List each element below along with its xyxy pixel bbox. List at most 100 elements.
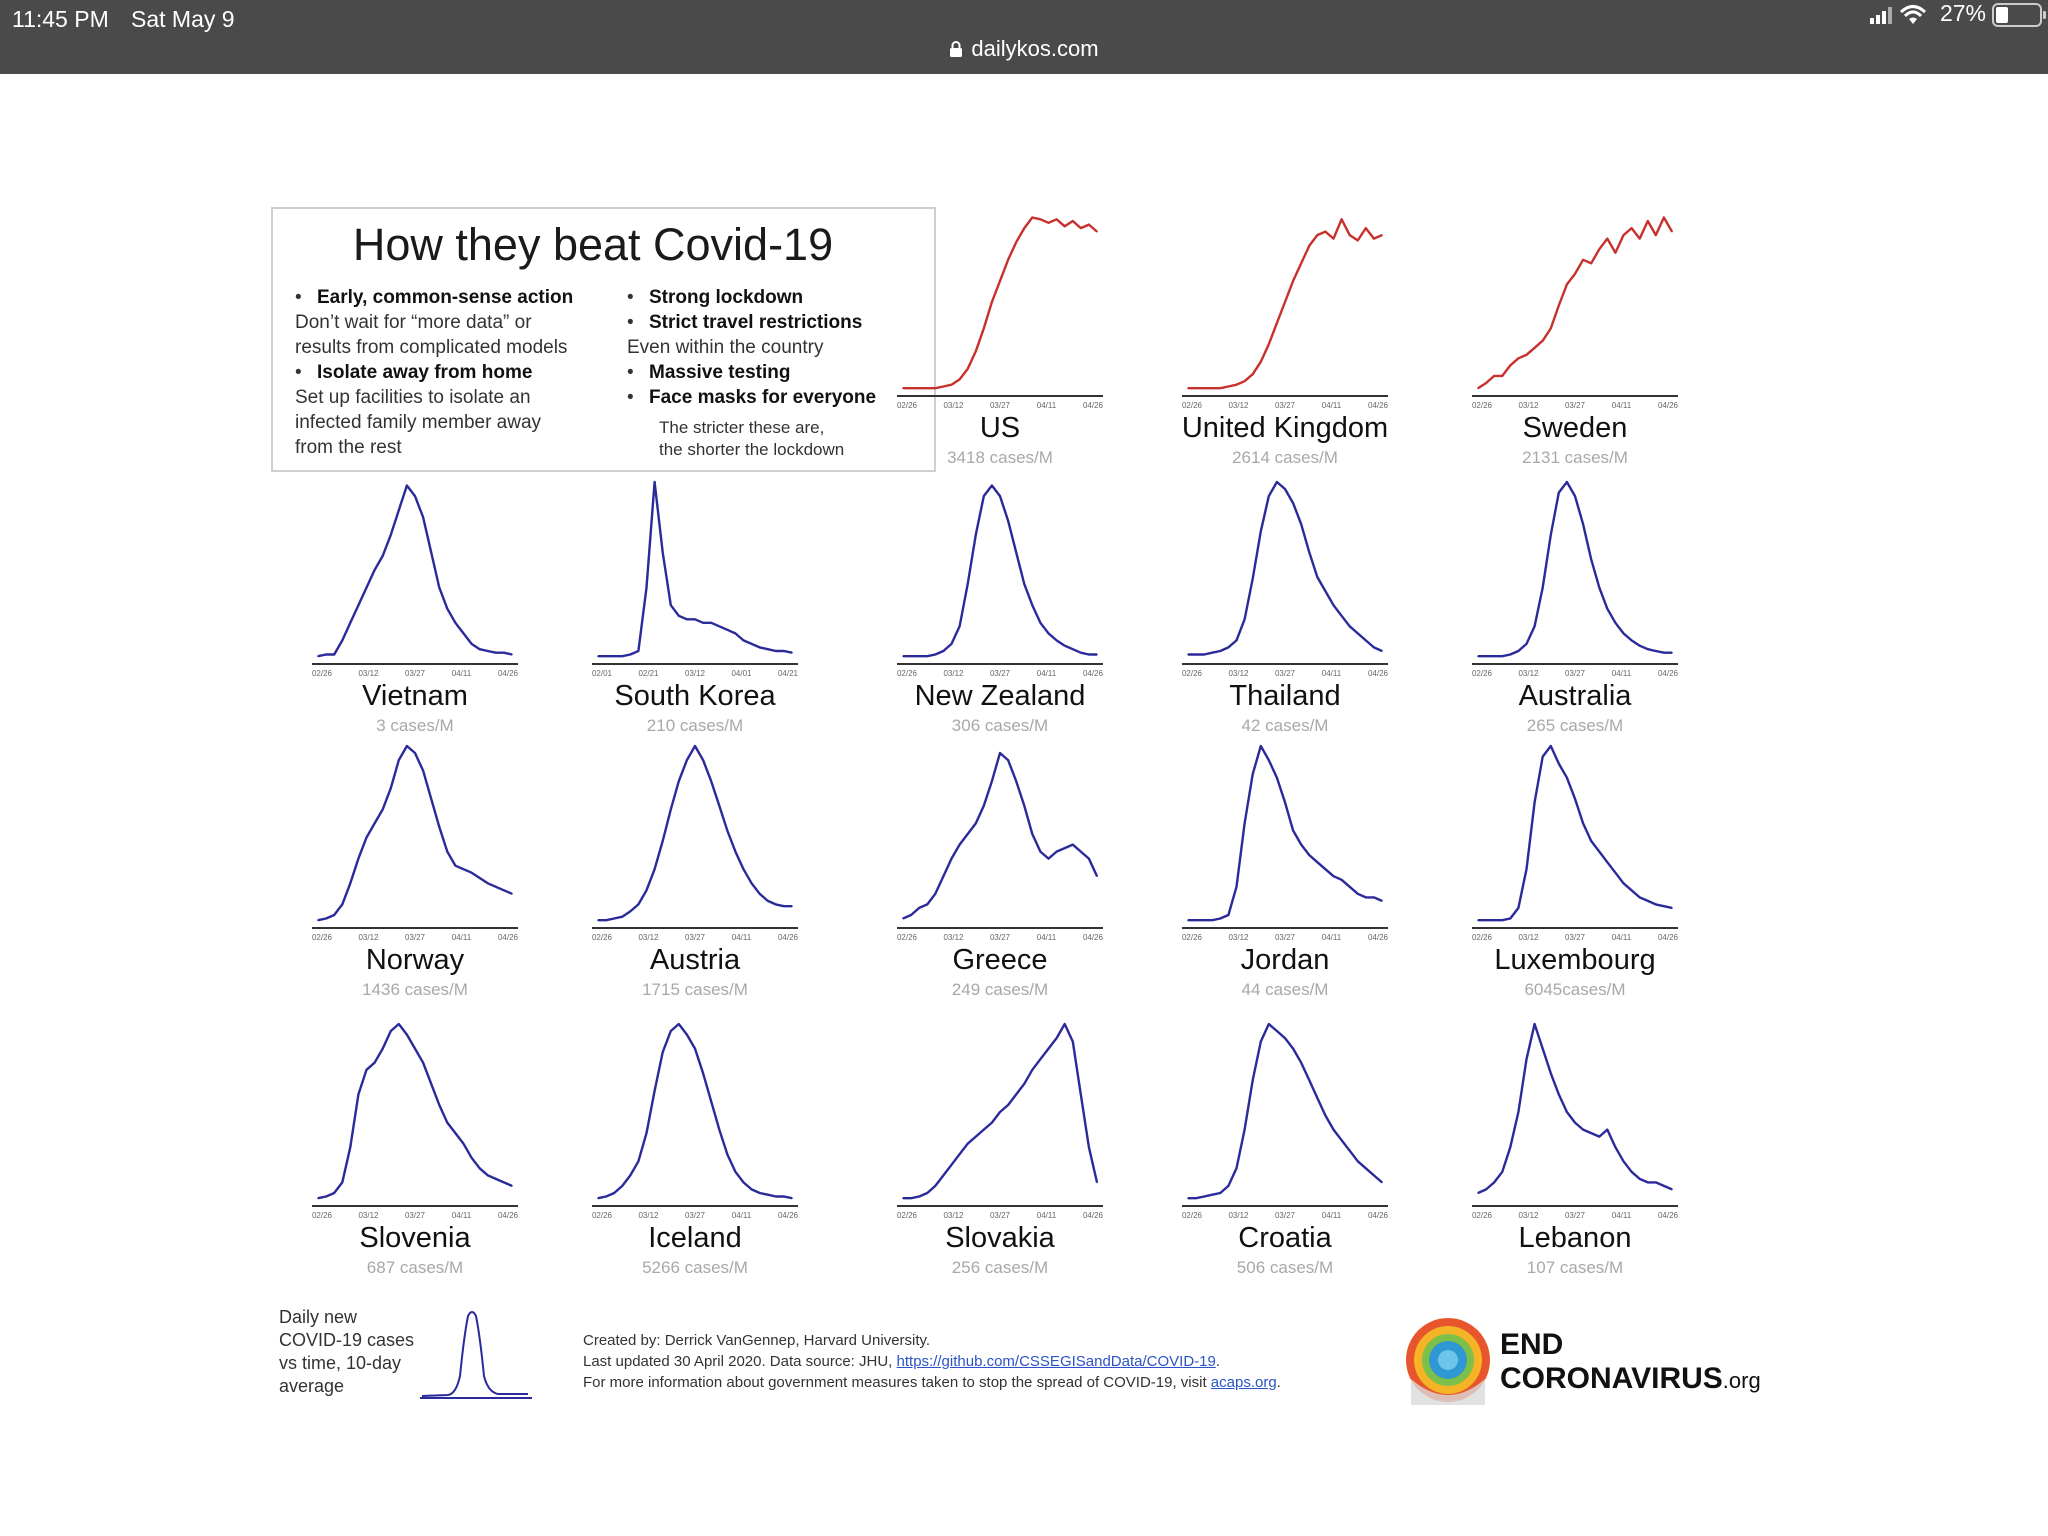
status-date: Sat May 9 <box>131 6 235 32</box>
x-tick-label: 04/11 <box>1322 933 1342 942</box>
data-point <box>1260 1040 1262 1043</box>
data-point <box>1023 1083 1026 1085</box>
data-point <box>1517 1111 1520 1113</box>
tip-masks: Face masks for everyone <box>649 387 877 408</box>
data-point <box>1485 919 1487 921</box>
x-tick-label: 04/26 <box>1368 933 1389 942</box>
data-point <box>1582 259 1584 261</box>
series-line <box>1477 216 1674 390</box>
jhu-data-link[interactable]: https://github.com/CSSEGISandData/COVID-… <box>896 1353 1216 1370</box>
data-point <box>381 1047 384 1050</box>
data-point <box>1541 586 1544 589</box>
data-point <box>1332 1128 1335 1131</box>
data-point <box>1517 650 1520 652</box>
data-point <box>702 759 704 761</box>
panel-iceland-chart: 02/26 03/12 03/27 04/11 04/26 <box>592 1022 799 1220</box>
panel-united-kingdom-name: United Kingdom <box>1181 412 1389 444</box>
x-tick-label: 04/11 <box>452 1211 472 1220</box>
series-line <box>903 1022 1099 1200</box>
data-point <box>1501 1171 1504 1173</box>
data-point <box>1039 1058 1042 1060</box>
data-point <box>373 569 376 571</box>
data-point <box>637 903 640 906</box>
x-tick-label: 03/27 <box>405 1211 426 1220</box>
info-box: How they beat Covid-19 • Early, common-se… <box>271 207 936 472</box>
data-point <box>1566 1111 1568 1113</box>
data-point <box>942 650 945 652</box>
x-tick-label: 04/11 <box>1037 401 1057 410</box>
data-point <box>934 893 937 895</box>
data-point <box>1203 653 1205 656</box>
data-point <box>710 1100 712 1103</box>
data-point <box>1047 857 1050 860</box>
panel-greece-chart: 02/26 03/12 03/27 04/11 04/26 <box>897 751 1104 942</box>
data-point <box>1187 653 1189 656</box>
data-point <box>910 1197 912 1199</box>
data-point <box>902 655 904 657</box>
data-point <box>1340 615 1343 617</box>
data-point <box>902 387 904 389</box>
data-point <box>1023 583 1026 585</box>
data-point <box>1614 251 1617 254</box>
data-point <box>1235 383 1238 386</box>
data-point <box>1357 1160 1359 1163</box>
x-tick-label: 04/11 <box>1612 1211 1632 1220</box>
panel-new-zealand-cases: 306 cases/M <box>951 716 1049 735</box>
data-point <box>438 586 441 589</box>
address-bar[interactable]: dailykos.com <box>0 36 2048 62</box>
data-point <box>742 868 745 870</box>
data-point <box>1493 919 1495 921</box>
data-point <box>597 655 599 657</box>
data-point <box>1647 220 1649 222</box>
data-point <box>1598 248 1601 250</box>
data-point <box>1332 237 1335 240</box>
data-point <box>1276 481 1278 483</box>
data-point <box>1647 1181 1649 1184</box>
data-point <box>1477 1192 1479 1194</box>
legend-text: Daily new COVID-19 cases vs time, 10-day… <box>279 1306 414 1398</box>
data-point <box>1088 857 1090 860</box>
data-point <box>926 655 929 657</box>
logo-line-1: END <box>1500 1328 1564 1361</box>
data-point <box>742 639 745 642</box>
data-point <box>1300 1061 1302 1064</box>
x-tick-label: 04/11 <box>1612 933 1632 942</box>
data-point <box>991 1121 993 1124</box>
panel-vietnam-cases: 3 cases/M <box>376 716 454 735</box>
x-tick-label: 03/27 <box>1565 401 1586 410</box>
data-point <box>1015 1093 1017 1096</box>
data-point <box>1348 886 1351 888</box>
x-tick-label: 03/27 <box>1275 1211 1296 1220</box>
x-tick-label: 03/12 <box>1518 1211 1539 1220</box>
data-point <box>1566 776 1568 779</box>
data-point <box>1316 1097 1319 1099</box>
data-point <box>950 643 953 645</box>
series-line <box>1188 1022 1383 1200</box>
panel-greece-cases: 249 cases/M <box>951 980 1049 999</box>
data-point <box>1284 488 1286 490</box>
data-point <box>758 1192 761 1194</box>
data-point <box>1477 655 1479 657</box>
data-point <box>1031 604 1034 606</box>
data-point <box>1590 1132 1592 1134</box>
data-point <box>422 516 424 518</box>
data-point <box>661 1051 664 1053</box>
data-point <box>1088 653 1090 656</box>
x-tick-label: 03/27 <box>1565 669 1586 678</box>
data-point <box>1292 1047 1294 1050</box>
data-point <box>1606 237 1609 240</box>
data-point <box>1047 222 1050 224</box>
series-line <box>903 216 1098 390</box>
x-tick-label: 02/26 <box>592 933 613 942</box>
series-line <box>317 484 513 658</box>
panel-norway-chart: 02/26 03/12 03/27 04/11 04/26 <box>312 744 519 942</box>
data-point <box>958 1153 961 1155</box>
x-tick-label: 02/26 <box>897 401 918 410</box>
signal-icon <box>1870 7 1892 24</box>
panel-jordan-cases: 44 cases/M <box>1241 980 1329 999</box>
x-tick-label: 04/26 <box>1658 401 1679 410</box>
data-point <box>1316 861 1319 863</box>
acaps-link[interactable]: acaps.org <box>1210 1374 1277 1391</box>
data-point <box>1308 551 1311 554</box>
data-point <box>710 622 712 624</box>
